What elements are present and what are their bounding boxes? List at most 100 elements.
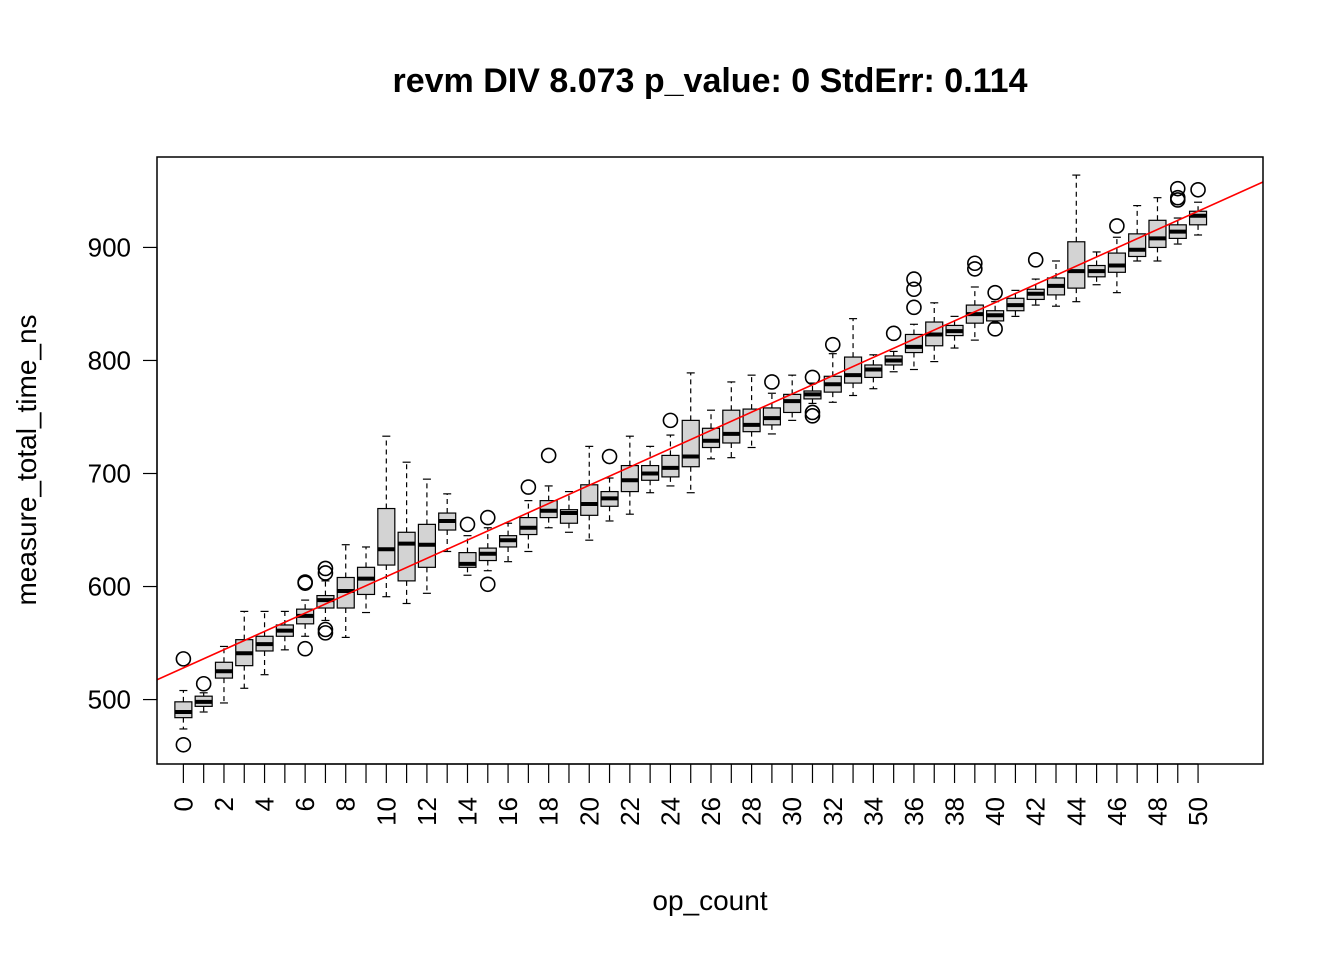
box — [1107, 252, 1126, 273]
box-group — [965, 255, 984, 341]
box-group — [356, 546, 376, 614]
box-group — [884, 325, 903, 373]
regression-line — [157, 181, 1263, 681]
x-tick-label: 0 — [168, 797, 198, 811]
outlier-point — [906, 271, 922, 287]
outlier-point — [967, 261, 983, 277]
box — [1128, 233, 1147, 258]
outlier-point — [662, 412, 679, 429]
box-group — [661, 412, 680, 487]
outlier-point — [987, 284, 1003, 301]
outlier-point — [459, 516, 476, 533]
x-tick-label: 38 — [940, 797, 970, 826]
x-tick-label: 6 — [290, 797, 320, 811]
box-group — [681, 372, 700, 494]
y-tick-label: 600 — [88, 572, 131, 602]
x-tick-label: 40 — [980, 797, 1010, 826]
outlier-point — [317, 625, 334, 641]
box-group — [904, 271, 924, 371]
box-group — [701, 409, 721, 460]
box — [174, 701, 193, 719]
x-tick-label: 8 — [331, 797, 361, 811]
outlier-point — [967, 255, 983, 272]
outlier-point — [175, 651, 192, 667]
outlier-point — [1169, 180, 1186, 197]
y-axis: 500 600 700 800 900 — [88, 232, 158, 715]
outlier-point — [804, 404, 821, 421]
plot-content — [157, 174, 1263, 753]
box-group — [823, 336, 842, 403]
box-group — [1107, 218, 1126, 294]
box-group — [1128, 205, 1147, 262]
x-tick-label: 50 — [1183, 797, 1213, 826]
box-group — [174, 651, 193, 753]
box-group — [377, 435, 396, 598]
box-group — [986, 284, 1005, 337]
box — [580, 484, 599, 516]
x-tick-label: 48 — [1142, 797, 1172, 826]
box-group — [478, 509, 497, 593]
box-group — [559, 490, 579, 533]
outlier-point — [540, 447, 557, 464]
outlier-point — [804, 408, 821, 424]
box-group — [1168, 180, 1187, 245]
box — [356, 566, 376, 596]
box-group — [600, 448, 619, 522]
x-tick-label: 30 — [777, 797, 807, 826]
box-group — [620, 435, 639, 515]
box — [1067, 241, 1086, 289]
outlier-point — [175, 736, 192, 753]
box-group — [1026, 252, 1045, 306]
x-tick-label: 16 — [493, 797, 523, 826]
box-group — [316, 560, 335, 641]
box-group — [438, 493, 457, 553]
box — [397, 531, 416, 582]
outlier-point — [317, 565, 334, 581]
box-group — [722, 381, 741, 459]
y-tick-label: 500 — [88, 685, 131, 715]
x-tick-label: 36 — [899, 797, 929, 826]
box — [681, 419, 700, 468]
outlier-point — [906, 281, 922, 298]
box-group — [275, 610, 294, 651]
x-tick-label: 42 — [1021, 797, 1051, 826]
outlier-point — [520, 479, 537, 495]
y-tick-label: 900 — [88, 232, 131, 262]
x-tick-label: 14 — [452, 797, 482, 826]
x-axis-label: op_count — [652, 885, 767, 916]
x-tick-label: 28 — [737, 797, 767, 826]
box — [1148, 219, 1167, 249]
x-tick-label: 26 — [696, 797, 726, 826]
outlier-point — [885, 325, 902, 342]
box-group — [783, 374, 802, 421]
box-group — [580, 445, 599, 541]
outlier-point — [1027, 252, 1044, 268]
outlier-point — [601, 448, 618, 465]
outlier-point — [479, 509, 496, 526]
box-group — [235, 610, 254, 689]
y-axis-label: measure_total_time_ns — [11, 314, 42, 605]
box-group — [945, 315, 964, 349]
box-group — [1087, 251, 1106, 286]
box-group — [843, 318, 863, 397]
box-group — [458, 516, 477, 576]
x-tick-label: 44 — [1061, 797, 1091, 826]
plot-frame — [156, 156, 1264, 765]
x-tick-label: 46 — [1102, 797, 1132, 826]
box-group — [864, 354, 883, 390]
x-tick-label: 18 — [534, 797, 564, 826]
box-group — [1046, 260, 1066, 307]
box-group — [1006, 289, 1025, 317]
x-axis: 0 2 4 6 8 10 12 14 16 18 20 22 24 26 28 30 32 34 36 38 40 42 4… — [168, 763, 1213, 826]
box-group — [397, 461, 416, 605]
x-tick-label: 4 — [250, 797, 280, 811]
y-tick-label: 800 — [88, 345, 131, 375]
box-group — [498, 522, 518, 563]
box-group — [519, 479, 538, 553]
x-tick-label: 22 — [615, 797, 645, 826]
outlier-point — [906, 299, 922, 316]
box-group — [803, 369, 822, 424]
box-group — [214, 645, 234, 704]
x-tick-label: 2 — [209, 797, 239, 811]
